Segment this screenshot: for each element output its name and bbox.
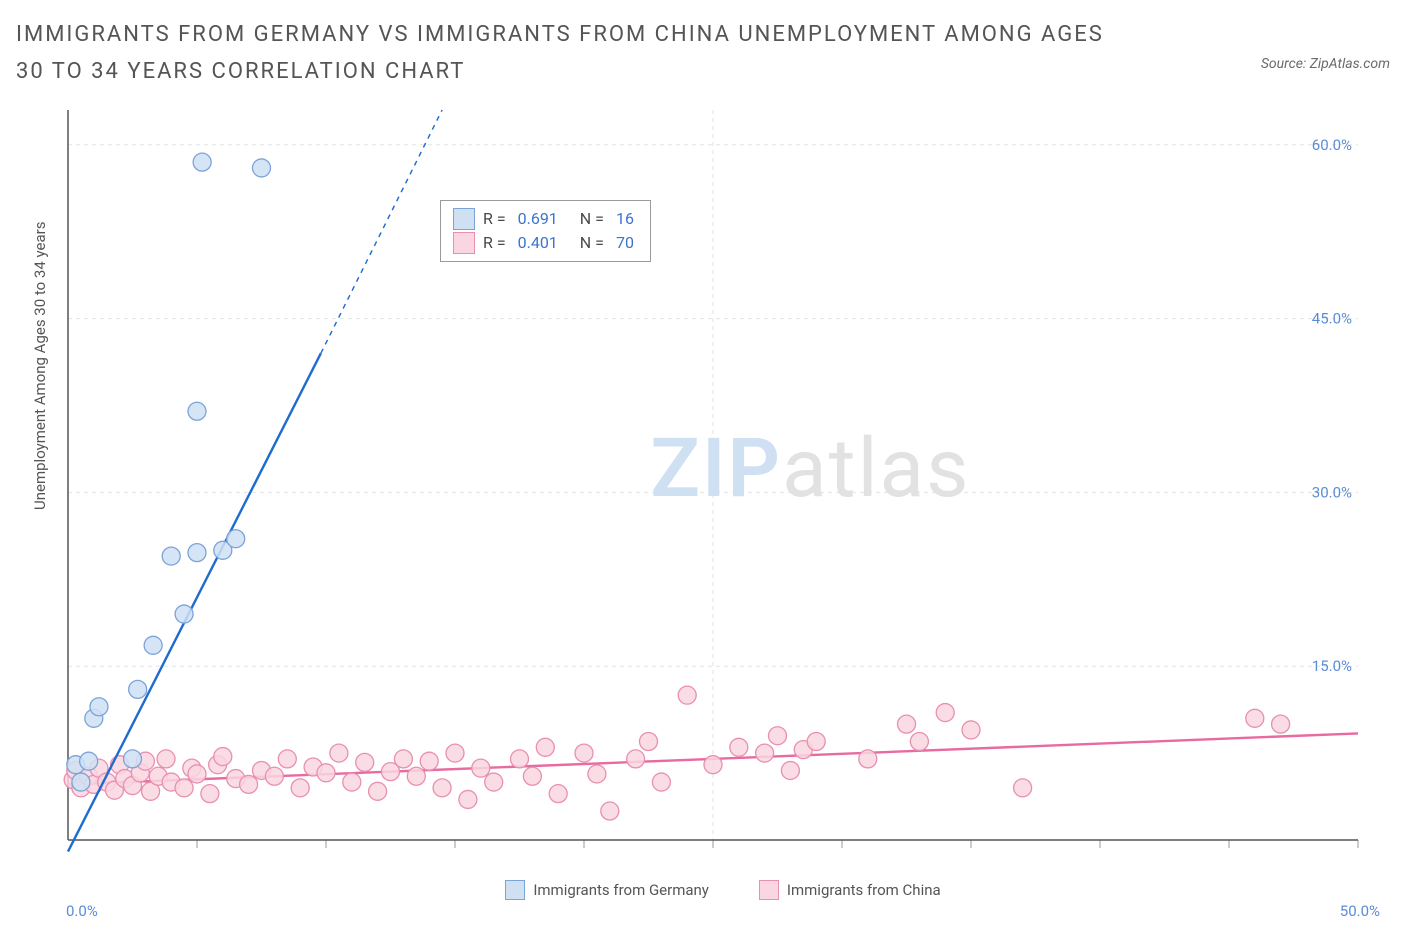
stats-n-value-germany: 16 <box>612 207 638 231</box>
x-axis-end-labels: 0.0% 50.0% <box>58 860 1388 920</box>
legend-swatch-china <box>453 232 475 254</box>
scatter-plot: 15.0% 30.0% 45.0% 60.0% <box>58 100 1388 860</box>
stats-r-value-china: 0.401 <box>514 231 562 255</box>
svg-text:30.0%: 30.0% <box>1312 483 1352 501</box>
stats-n-label: N = <box>580 207 604 231</box>
svg-text:15.0%: 15.0% <box>1312 657 1352 675</box>
source-prefix: Source: <box>1261 56 1310 72</box>
stats-r-label: R = <box>483 231 506 255</box>
source-name: ZipAtlas.com <box>1310 56 1390 72</box>
header: IMMIGRANTS FROM GERMANY VS IMMIGRANTS FR… <box>16 16 1390 91</box>
source-credit: Source: ZipAtlas.com <box>1261 16 1390 72</box>
y-axis-label: Unemployment Among Ages 30 to 34 years <box>31 222 49 510</box>
stats-row-china: R = 0.401 N = 70 <box>453 231 638 255</box>
legend-swatch-germany <box>453 208 475 230</box>
stats-n-label: N = <box>580 231 604 255</box>
svg-text:60.0%: 60.0% <box>1312 136 1352 154</box>
stats-n-value-china: 70 <box>612 231 638 255</box>
stats-r-value-germany: 0.691 <box>514 207 562 231</box>
x-axis-max-label: 50.0% <box>1340 902 1380 920</box>
x-axis-min-label: 0.0% <box>66 902 98 920</box>
correlation-stats-box: R = 0.691 N = 16 R = 0.401 N = 70 <box>440 200 651 262</box>
stats-row-germany: R = 0.691 N = 16 <box>453 207 638 231</box>
stats-r-label: R = <box>483 207 506 231</box>
chart-title: IMMIGRANTS FROM GERMANY VS IMMIGRANTS FR… <box>16 16 1116 91</box>
chart-area: Unemployment Among Ages 30 to 34 years 1… <box>10 100 1390 920</box>
svg-text:45.0%: 45.0% <box>1312 310 1352 328</box>
